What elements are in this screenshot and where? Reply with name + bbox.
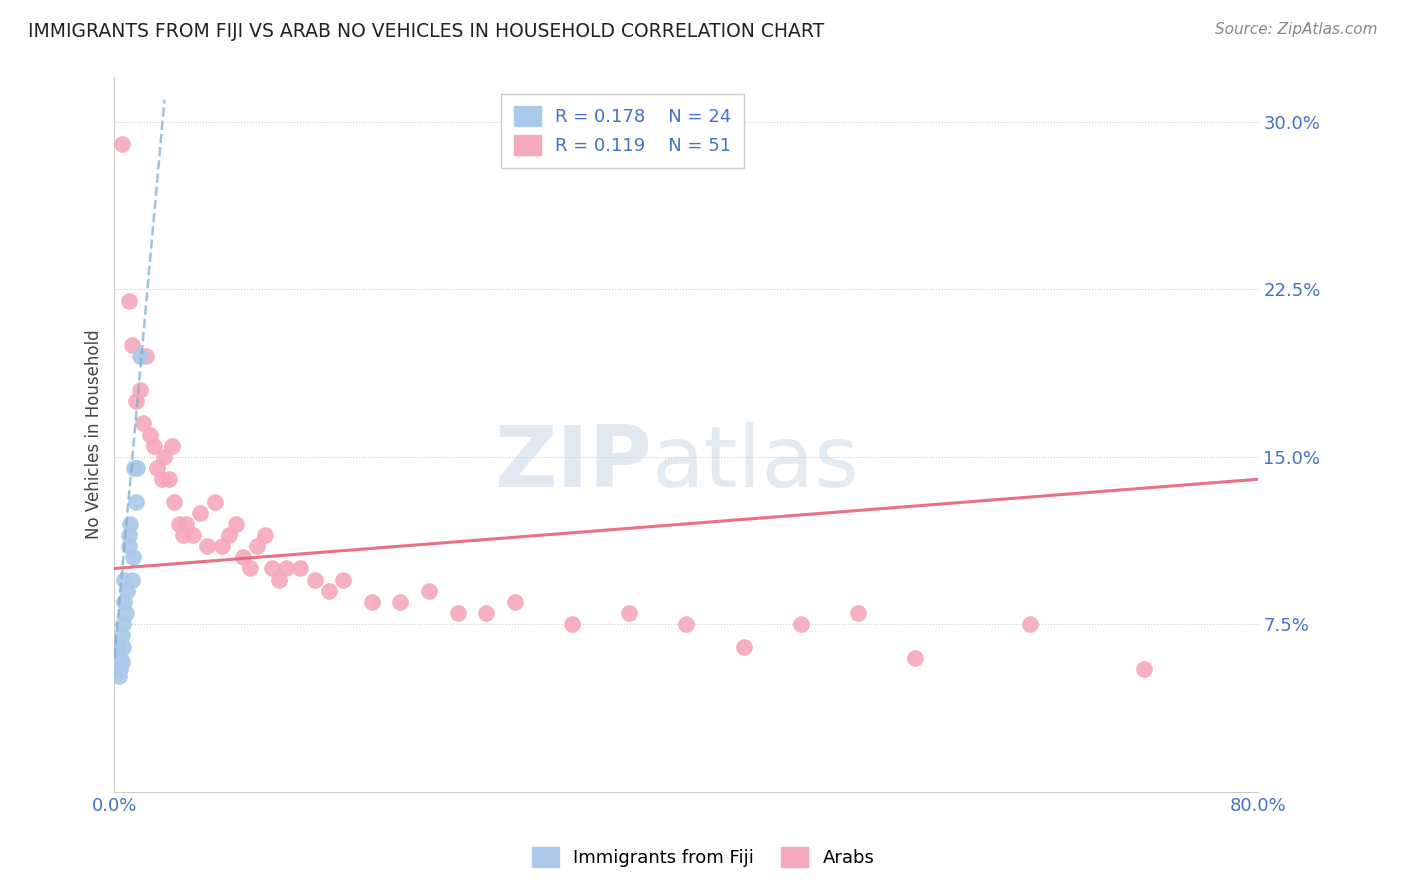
Point (267, 573, 290, 587)
Point (115, 606, 138, 620)
Point (239, 561, 262, 575)
Point (418, 583, 440, 598)
Point (246, 539, 269, 553)
Point (112, 595, 135, 609)
Point (318, 583, 340, 598)
Point (157, 472, 180, 486)
Point (167, 516, 190, 531)
Point (107, 668, 129, 682)
Point (146, 461, 169, 475)
Point (111, 640, 134, 654)
Point (118, 528, 141, 542)
Point (1133, 662, 1156, 676)
Point (132, 417, 155, 431)
Point (127, 461, 149, 475)
Point (904, 650, 927, 665)
Text: ZIP: ZIP (495, 422, 652, 505)
Point (118, 293, 141, 308)
Point (253, 528, 276, 542)
Point (105, 640, 128, 654)
Point (172, 528, 194, 542)
Text: Source: ZipAtlas.com: Source: ZipAtlas.com (1215, 22, 1378, 37)
Point (204, 494, 226, 508)
Point (105, 662, 128, 676)
Point (107, 655, 129, 669)
Point (360, 595, 382, 609)
Point (143, 439, 166, 453)
Point (1018, 617, 1040, 632)
Point (619, 606, 641, 620)
Point (332, 573, 354, 587)
Point (108, 650, 131, 665)
Point (120, 516, 142, 531)
Legend: R = 0.178    N = 24, R = 0.119    N = 51: R = 0.178 N = 24, R = 0.119 N = 51 (501, 94, 744, 168)
Point (260, 561, 283, 575)
Point (195, 539, 218, 553)
Point (125, 394, 148, 409)
Text: atlas: atlas (652, 422, 860, 505)
Point (150, 472, 173, 486)
Point (290, 561, 312, 575)
Point (110, 655, 132, 669)
Point (153, 450, 176, 464)
Point (129, 383, 152, 397)
Point (121, 338, 143, 352)
Point (232, 550, 254, 565)
Point (304, 573, 326, 587)
Point (446, 606, 468, 620)
Point (733, 640, 755, 654)
Text: IMMIGRANTS FROM FIJI VS ARAB NO VEHICLES IN HOUSEHOLD CORRELATION CHART: IMMIGRANTS FROM FIJI VS ARAB NO VEHICLES… (28, 22, 824, 41)
Point (110, 628, 132, 642)
Point (139, 427, 162, 442)
Point (163, 494, 186, 508)
Point (274, 561, 297, 575)
Point (104, 650, 127, 665)
Point (125, 494, 148, 508)
Point (122, 550, 145, 565)
Point (389, 595, 412, 609)
Point (846, 606, 869, 620)
Point (111, 617, 134, 632)
Point (129, 350, 152, 364)
Point (110, 137, 132, 152)
Point (108, 662, 131, 676)
Point (124, 461, 146, 475)
Point (135, 350, 157, 364)
Point (475, 606, 498, 620)
Point (112, 573, 135, 587)
Point (121, 573, 143, 587)
Point (225, 516, 247, 531)
Point (181, 528, 204, 542)
Point (503, 595, 526, 609)
Y-axis label: No Vehicles in Household: No Vehicles in Household (86, 330, 103, 540)
Point (160, 439, 183, 453)
Point (218, 528, 240, 542)
Point (174, 516, 197, 531)
Point (561, 617, 583, 632)
Point (211, 539, 233, 553)
Point (675, 617, 697, 632)
Point (117, 583, 139, 598)
Point (188, 506, 211, 520)
Point (790, 617, 813, 632)
Point (118, 539, 141, 553)
Legend: Immigrants from Fiji, Arabs: Immigrants from Fiji, Arabs (524, 839, 882, 874)
